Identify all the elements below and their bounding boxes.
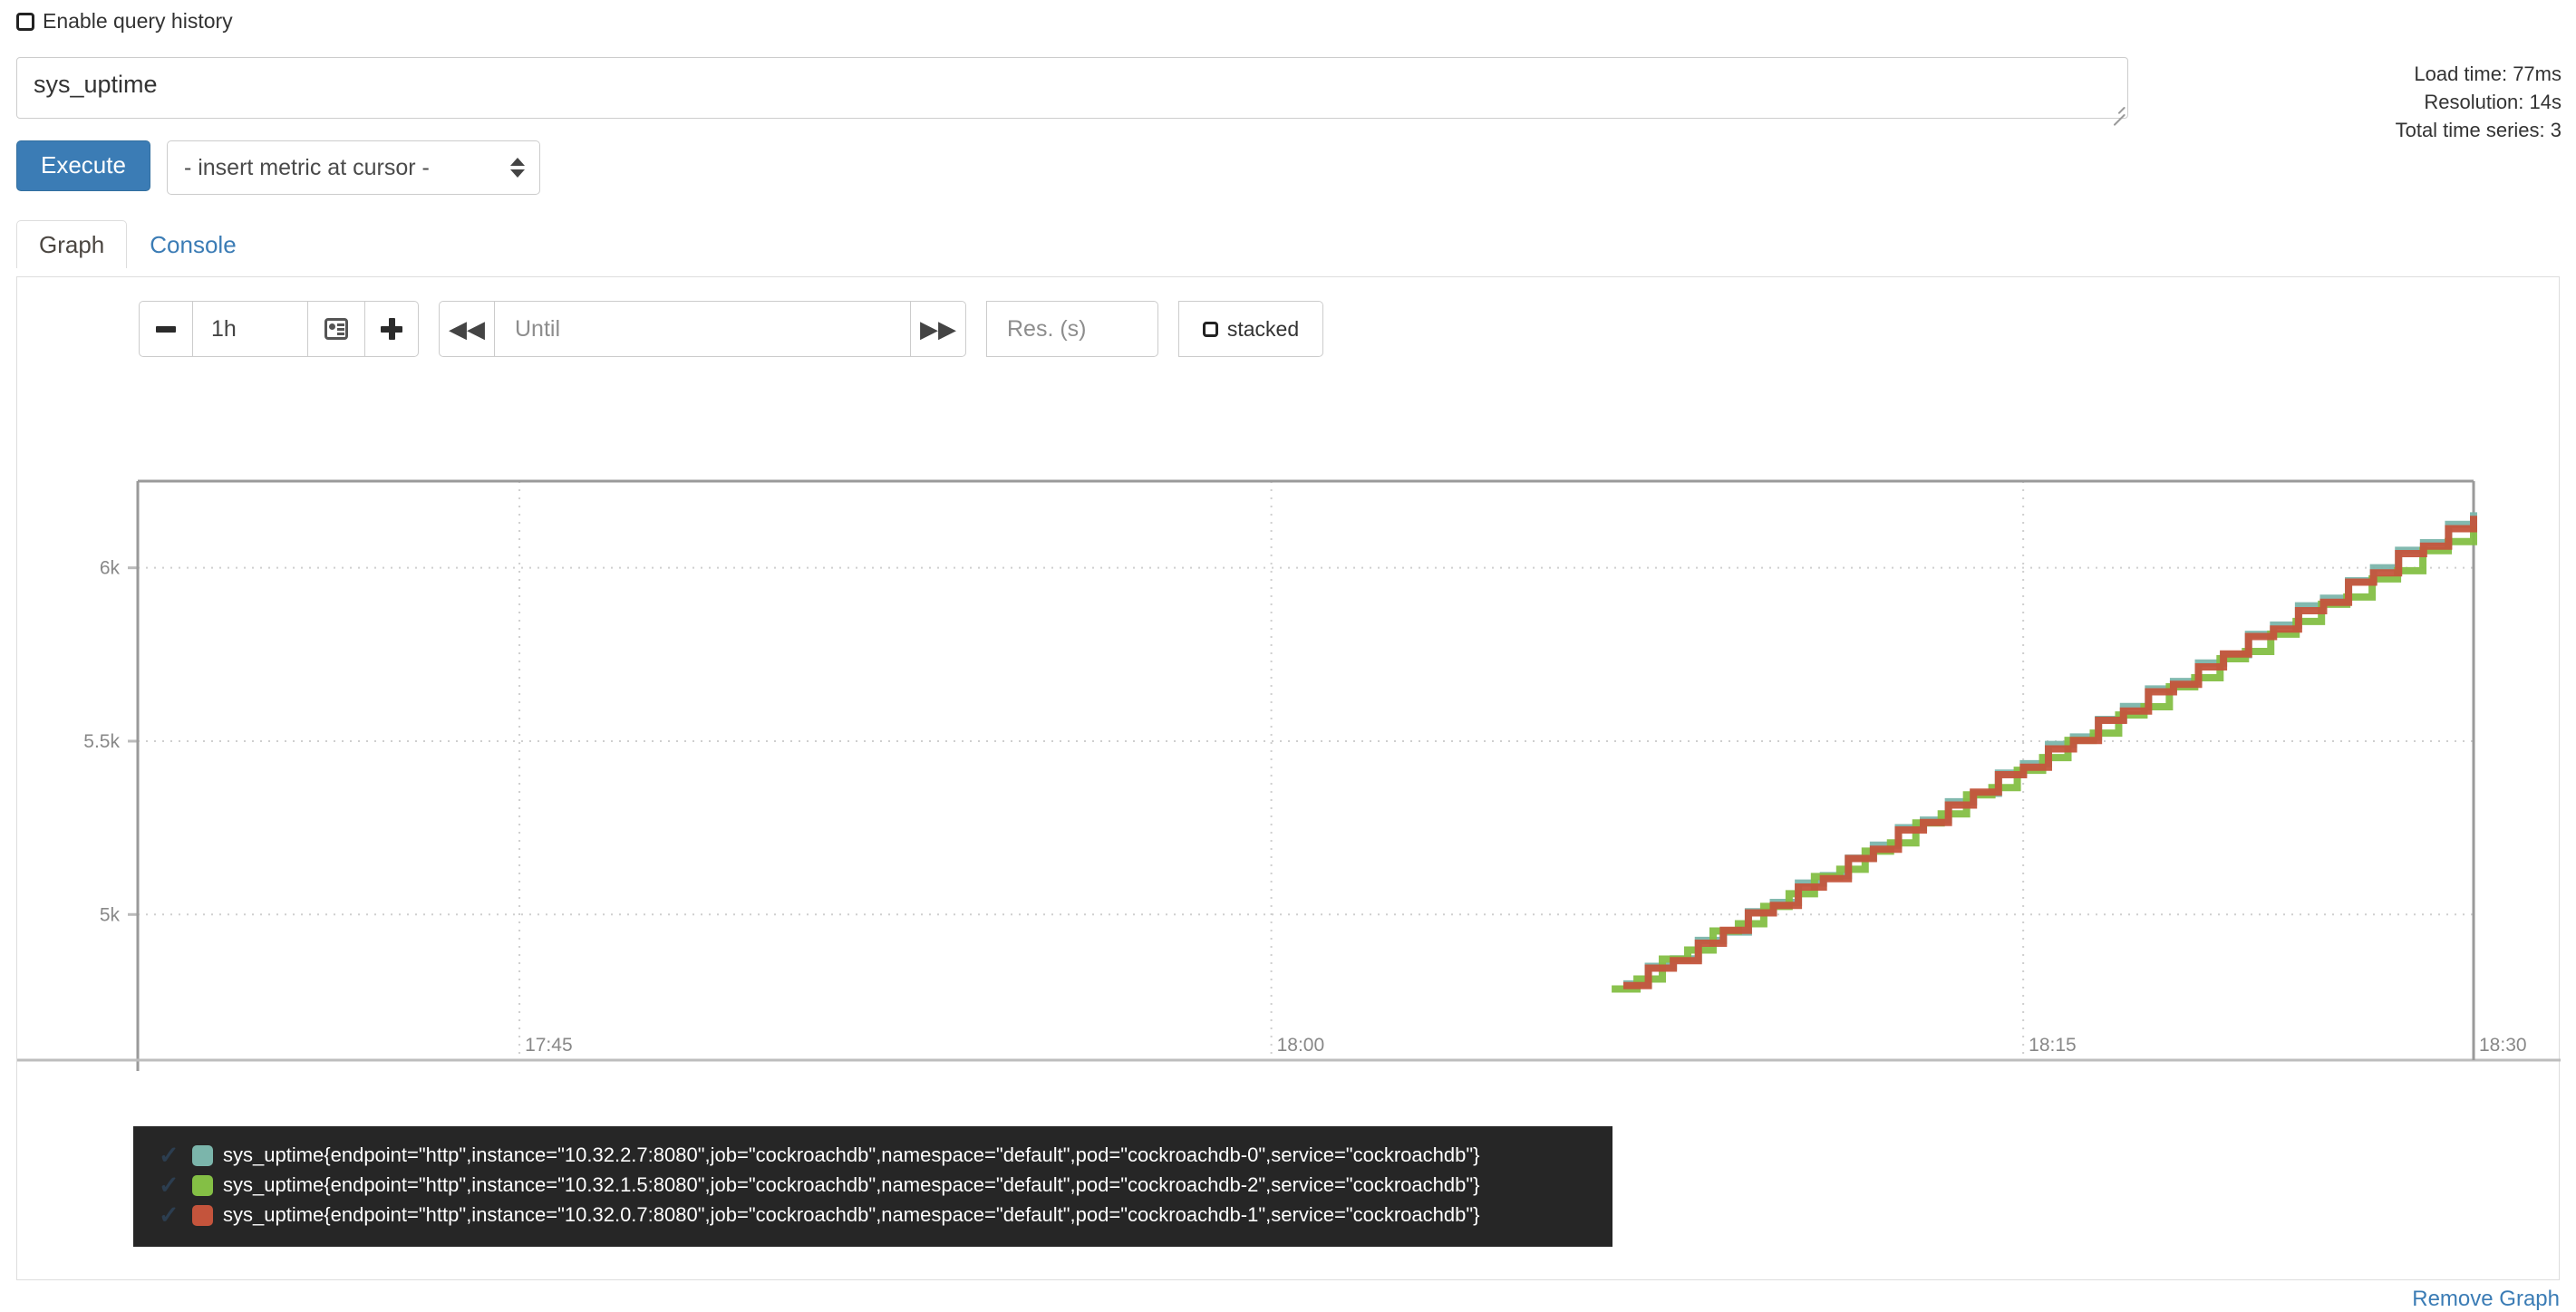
range-value: 1h: [211, 315, 237, 342]
load-time: Load time: 77ms: [2414, 63, 2561, 85]
resolution: Resolution: 14s: [2424, 91, 2561, 114]
range-calendar-button[interactable]: [307, 301, 365, 357]
decrease-range-button[interactable]: [139, 301, 193, 357]
stacked-toggle[interactable]: stacked: [1178, 301, 1323, 357]
checkbox-icon[interactable]: [16, 12, 34, 31]
step-back-button[interactable]: ◀◀: [439, 301, 495, 357]
stacked-control-group: stacked: [1178, 301, 1323, 357]
svg-text:5.5k: 5.5k: [83, 731, 120, 752]
range-control-group: 1h: [139, 301, 419, 357]
list-item[interactable]: ✓ sys_uptime{endpoint="http",instance="1…: [133, 1171, 1612, 1201]
graph-controls-toolbar: 1h ◀◀ Until ▶▶ Res. (s) stacked: [139, 301, 1323, 357]
tab-graph[interactable]: Graph: [16, 220, 128, 268]
svg-text:18:00: 18:00: [1277, 1035, 1325, 1056]
expression-input[interactable]: [16, 57, 2128, 119]
check-icon[interactable]: ✓: [159, 1172, 179, 1199]
series-color-swatch: [192, 1175, 213, 1196]
expression-input-wrapper: [16, 57, 2128, 127]
until-input[interactable]: Until: [494, 301, 911, 357]
query-stats: Load time: 77ms Resolution: 14s Total ti…: [2396, 60, 2561, 145]
step-forward-button[interactable]: ▶▶: [910, 301, 966, 357]
svg-text:17:45: 17:45: [525, 1035, 573, 1056]
chevron-updown-icon: [509, 158, 525, 178]
series-color-swatch: [192, 1145, 213, 1166]
list-item[interactable]: ✓ sys_uptime{endpoint="http",instance="1…: [133, 1201, 1612, 1230]
stacked-label: stacked: [1226, 316, 1300, 341]
total-time-series: Total time series: 3: [2395, 119, 2561, 142]
list-item[interactable]: ✓ sys_uptime{endpoint="http",instance="1…: [133, 1141, 1612, 1171]
remove-graph-link[interactable]: Remove Graph: [2412, 1287, 2560, 1311]
metric-select[interactable]: - insert metric at cursor -: [166, 140, 540, 195]
legend-series-label: sys_uptime{endpoint="http",instance="10.…: [223, 1143, 1480, 1167]
chart-container[interactable]: 5k 5.5k 6k 17:45 18:00 18:15 18:30: [17, 372, 2561, 1233]
check-icon[interactable]: ✓: [159, 1201, 179, 1229]
plus-icon: [381, 318, 402, 340]
series-color-swatch: [192, 1205, 213, 1226]
uptime-line-chart[interactable]: 5k 5.5k 6k 17:45 18:00 18:15 18:30: [17, 372, 2561, 1233]
resolution-input[interactable]: Res. (s): [986, 301, 1158, 357]
enable-query-history-row[interactable]: Enable query history: [16, 11, 233, 32]
tab-bar: Graph Console: [16, 219, 259, 268]
legend-series-label: sys_uptime{endpoint="http",instance="10.…: [223, 1173, 1480, 1197]
graph-panel: 1h ◀◀ Until ▶▶ Res. (s) stacked: [16, 276, 2561, 1280]
execute-button[interactable]: Execute: [16, 140, 150, 191]
resolution-placeholder: Res. (s): [1007, 315, 1087, 342]
svg-text:5k: 5k: [100, 904, 121, 925]
increase-range-button[interactable]: [364, 301, 419, 357]
chart-legend: ✓ sys_uptime{endpoint="http",instance="1…: [133, 1126, 1612, 1247]
tab-console[interactable]: Console: [150, 231, 237, 258]
until-control-group: ◀◀ Until ▶▶: [439, 301, 966, 357]
execute-row: Execute - insert metric at cursor -: [16, 140, 540, 195]
svg-text:18:15: 18:15: [2029, 1035, 2077, 1056]
svg-text:6k: 6k: [100, 558, 121, 579]
metric-select-value: - insert metric at cursor -: [183, 154, 430, 180]
svg-text:18:30: 18:30: [2479, 1035, 2527, 1056]
minus-icon: [156, 325, 176, 333]
legend-series-label: sys_uptime{endpoint="http",instance="10.…: [223, 1203, 1480, 1227]
calendar-icon: [324, 318, 348, 340]
resolution-control-group: Res. (s): [986, 301, 1158, 357]
enable-query-history-label: Enable query history: [43, 9, 233, 33]
until-placeholder: Until: [515, 315, 561, 342]
check-icon[interactable]: ✓: [159, 1142, 179, 1169]
range-input[interactable]: 1h: [192, 301, 308, 357]
checkbox-icon: [1202, 321, 1218, 337]
